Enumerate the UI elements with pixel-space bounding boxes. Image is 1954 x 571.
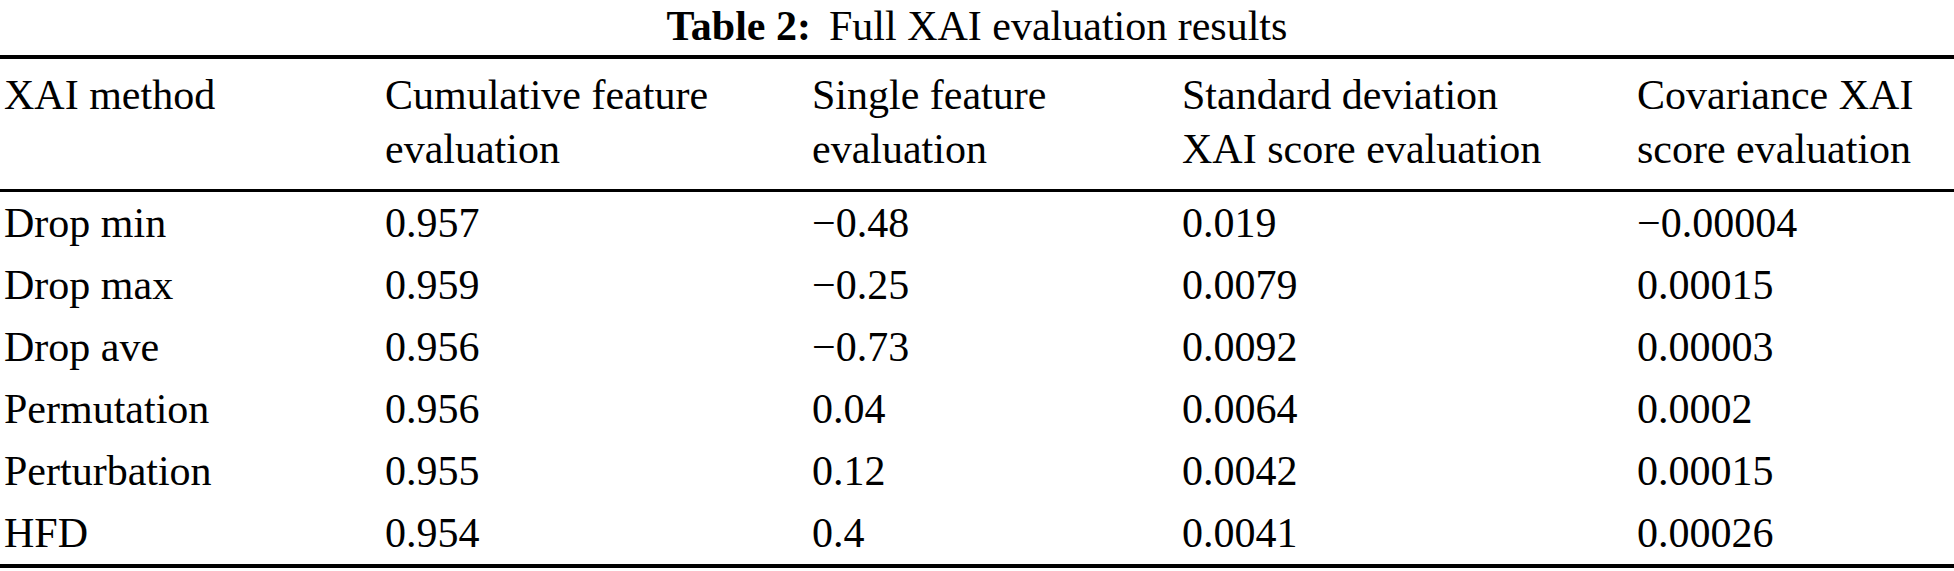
cell-cov: 0.00015 <box>1637 440 1954 502</box>
cell-cumulative: 0.959 <box>385 254 812 316</box>
col-header-single-feature-evaluation: Single feature evaluation <box>812 57 1182 191</box>
cell-std: 0.019 <box>1182 191 1637 255</box>
table-row-hfd: HFD 0.954 0.4 0.0041 0.00026 <box>0 502 1954 566</box>
table-row-drop-ave: Drop ave 0.956 −0.73 0.0092 0.00003 <box>0 316 1954 378</box>
cell-std: 0.0092 <box>1182 316 1637 378</box>
cell-method: Drop min <box>0 191 385 255</box>
cell-std: 0.0079 <box>1182 254 1637 316</box>
cell-single: −0.48 <box>812 191 1182 255</box>
cell-cumulative: 0.957 <box>385 191 812 255</box>
col-header-xai-method: XAI method <box>0 57 385 191</box>
cell-cov: 0.0002 <box>1637 378 1954 440</box>
cell-single: −0.25 <box>812 254 1182 316</box>
cell-cov: 0.00015 <box>1637 254 1954 316</box>
xai-results-table: XAI method Cumulative feature evaluation… <box>0 55 1954 568</box>
header-line: score evaluation <box>1637 122 1954 176</box>
cell-std: 0.0064 <box>1182 378 1637 440</box>
cell-method: Perturbation <box>0 440 385 502</box>
table-caption: Table 2: Full XAI evaluation results <box>0 0 1954 55</box>
cell-cumulative: 0.956 <box>385 316 812 378</box>
paper-page: Table 2: Full XAI evaluation results XAI … <box>0 0 1954 571</box>
cell-method: Drop max <box>0 254 385 316</box>
header-row: XAI method Cumulative feature evaluation… <box>0 57 1954 191</box>
cell-method: Drop ave <box>0 316 385 378</box>
cell-cov: 0.00026 <box>1637 502 1954 566</box>
header-line: evaluation <box>812 122 1182 176</box>
header-line: Covariance XAI <box>1637 68 1954 122</box>
col-header-standard-deviation-xai-score: Standard deviation XAI score evaluation <box>1182 57 1637 191</box>
table-row-perturbation: Perturbation 0.955 0.12 0.0042 0.00015 <box>0 440 1954 502</box>
table-caption-title: Full XAI evaluation results <box>829 3 1287 49</box>
cell-cov: 0.00003 <box>1637 316 1954 378</box>
cell-method: HFD <box>0 502 385 566</box>
cell-method: Permutation <box>0 378 385 440</box>
cell-single: 0.4 <box>812 502 1182 566</box>
cell-single: 0.04 <box>812 378 1182 440</box>
cell-cumulative: 0.954 <box>385 502 812 566</box>
header-line: Standard deviation <box>1182 68 1637 122</box>
cell-cumulative: 0.956 <box>385 378 812 440</box>
cell-std: 0.0042 <box>1182 440 1637 502</box>
header-line: XAI method <box>4 68 385 122</box>
table-row-drop-max: Drop max 0.959 −0.25 0.0079 0.00015 <box>0 254 1954 316</box>
col-header-covariance-xai-score: Covariance XAI score evaluation <box>1637 57 1954 191</box>
header-line: Cumulative feature <box>385 68 812 122</box>
header-line: evaluation <box>385 122 812 176</box>
cell-cov: −0.00004 <box>1637 191 1954 255</box>
table-caption-label: Table 2: <box>667 3 811 49</box>
cell-std: 0.0041 <box>1182 502 1637 566</box>
cell-single: −0.73 <box>812 316 1182 378</box>
cell-cumulative: 0.955 <box>385 440 812 502</box>
col-header-cumulative-feature-evaluation: Cumulative feature evaluation <box>385 57 812 191</box>
table-row-permutation: Permutation 0.956 0.04 0.0064 0.0002 <box>0 378 1954 440</box>
header-line: Single feature <box>812 68 1182 122</box>
header-line: XAI score evaluation <box>1182 122 1637 176</box>
cell-single: 0.12 <box>812 440 1182 502</box>
table-row-drop-min: Drop min 0.957 −0.48 0.019 −0.00004 <box>0 191 1954 255</box>
